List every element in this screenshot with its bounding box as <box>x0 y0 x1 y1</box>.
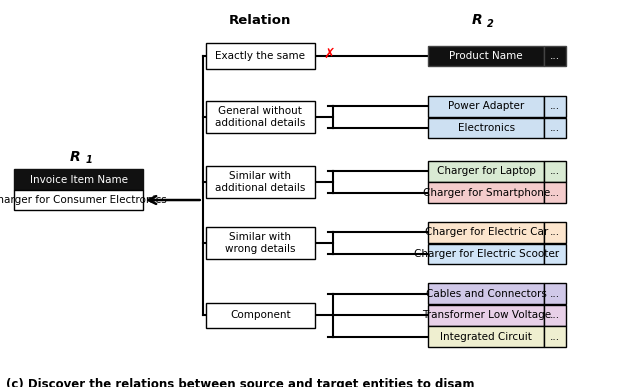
Bar <box>428 326 544 347</box>
Bar <box>428 96 544 117</box>
Text: Product Name: Product Name <box>449 51 523 61</box>
Text: ...: ... <box>550 289 560 299</box>
Text: Charger for Electric Scooter: Charger for Electric Scooter <box>413 249 559 259</box>
Bar <box>428 161 544 182</box>
Bar <box>428 243 544 264</box>
Bar <box>14 169 143 190</box>
Text: ...: ... <box>550 123 560 133</box>
Bar <box>428 46 544 67</box>
Text: ...: ... <box>550 188 560 198</box>
Bar <box>544 96 566 117</box>
Text: Similar with
additional details: Similar with additional details <box>215 171 306 193</box>
Text: R: R <box>70 150 81 164</box>
Bar <box>544 161 566 182</box>
Bar <box>428 118 544 139</box>
Bar <box>428 182 544 203</box>
Bar <box>428 222 544 243</box>
Bar <box>428 283 544 304</box>
Text: General without
additional details: General without additional details <box>215 106 306 128</box>
Text: ...: ... <box>550 228 560 237</box>
Text: ...: ... <box>550 101 560 111</box>
Bar <box>205 166 316 198</box>
Text: Cables and Connectors: Cables and Connectors <box>426 289 547 299</box>
Bar <box>205 101 316 134</box>
Text: Charger for Electric Car: Charger for Electric Car <box>424 228 548 237</box>
Text: (c) Discover the relations between source and target entities to disam: (c) Discover the relations between sourc… <box>6 378 475 387</box>
Bar <box>14 190 143 211</box>
Bar <box>544 305 566 325</box>
Text: Power Adapter: Power Adapter <box>448 101 524 111</box>
Text: Invoice Item Name: Invoice Item Name <box>29 175 127 185</box>
Bar <box>544 118 566 139</box>
Text: 2: 2 <box>486 19 493 29</box>
Text: ✗: ✗ <box>323 47 335 61</box>
Bar <box>205 303 316 328</box>
Bar <box>544 46 566 67</box>
Text: 1: 1 <box>85 156 92 165</box>
Text: ...: ... <box>550 166 560 176</box>
Text: Similar with
wrong details: Similar with wrong details <box>225 232 296 254</box>
Text: Transformer Low Voltage: Transformer Low Voltage <box>422 310 551 320</box>
Text: ...: ... <box>550 249 560 259</box>
Bar <box>544 283 566 304</box>
Text: Relation: Relation <box>229 14 292 27</box>
Bar <box>544 182 566 203</box>
Text: ...: ... <box>550 332 560 342</box>
Text: Charger for Laptop: Charger for Laptop <box>436 166 536 176</box>
Text: Exactly the same: Exactly the same <box>216 51 305 61</box>
Text: R: R <box>472 13 482 27</box>
Text: Charger for Smartphone: Charger for Smartphone <box>422 188 550 198</box>
Text: Charger for Consumer Electronics: Charger for Consumer Electronics <box>0 195 167 205</box>
Bar <box>544 222 566 243</box>
Bar <box>205 227 316 259</box>
Text: Component: Component <box>230 310 291 320</box>
Text: ...: ... <box>550 310 560 320</box>
Bar <box>544 326 566 347</box>
Bar <box>428 305 544 325</box>
Bar <box>544 243 566 264</box>
Text: ...: ... <box>550 51 560 61</box>
Bar <box>205 43 316 68</box>
Text: Integrated Circuit: Integrated Circuit <box>440 332 532 342</box>
Text: Electronics: Electronics <box>458 123 515 133</box>
